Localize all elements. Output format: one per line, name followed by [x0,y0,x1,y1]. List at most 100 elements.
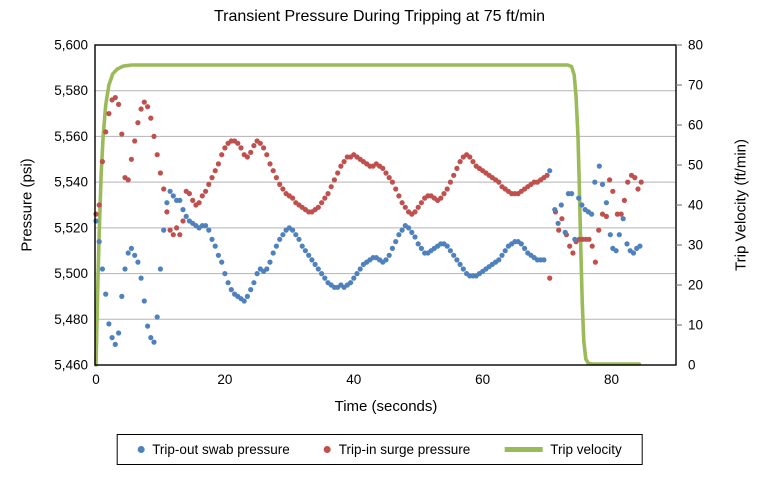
trip-in-surge-pressure-point [596,227,602,233]
trip-in-surge-pressure-point [238,145,244,151]
trip-out-swab-pressure-point [277,236,283,242]
trip-out-swab-pressure-point [319,271,325,277]
trip-in-surge-pressure-point [547,275,553,281]
trip-out-swab-pressure-point [203,223,209,229]
trip-out-swab-pressure-point [128,245,134,251]
trip-out-swab-pressure-point [157,266,163,272]
trip-in-surge-pressure-point [618,211,624,217]
trip-out-swab-pressure-point [148,335,154,341]
trip-out-swab-pressure-point [558,202,564,208]
trip-in-surge-pressure-point [393,186,399,192]
trip-out-swab-pressure-point [183,213,189,219]
y-left-tick-label: 5,580 [54,83,88,98]
trip-out-swab-pressure-point [572,236,578,242]
trip-out-swab-pressure-point [99,266,105,272]
y-right-tick-label: 60 [688,118,703,133]
y-right-tick-label: 10 [688,318,703,333]
trip-in-surge-pressure-point [132,138,138,144]
trip-out-swab-pressure-point [161,227,167,233]
trip-in-surge-pressure-point [186,191,192,197]
trip-out-swab-pressure-point [309,257,315,263]
trip-out-swab-pressure-point [122,266,128,272]
trip-out-swab-pressure-point [180,207,186,213]
trip-in-surge-pressure-point [544,172,550,178]
trip-out-swab-pressure-point [351,275,357,281]
trip-in-surge-pressure-point [145,104,151,110]
trip-out-swab-pressure-point [270,250,276,256]
trip-in-surge-pressure-point [418,200,424,206]
legend-label: Trip-out swab pressure [152,442,290,457]
trip-in-surge-pressure-point [154,152,160,158]
trip-in-surge-pressure-point [614,211,621,217]
legend-item-trip-out-swab: Trip-out swab pressure [137,442,290,457]
trip-in-surge-pressure-point [441,191,447,197]
trip-in-surge-pressure-point [119,131,125,137]
trip-in-surge-pressure-point [341,159,347,165]
trip-out-swab-pressure-point [499,252,505,258]
trip-in-surge-pressure-point [196,200,202,206]
trip-out-swab-pressure-point [299,243,305,249]
trip-out-swab-pressure-point [93,218,99,224]
trip-out-swab-pressure-point [541,257,547,263]
y-left-tick-label: 5,560 [54,129,88,144]
trip-out-swab-pressure-point [290,227,296,233]
trip-in-surge-pressure-point [235,140,241,146]
trip-out-swab-pressure-point [357,266,363,272]
trip-out-swab-pressure-point [267,259,273,265]
green-line-marker-icon [504,447,543,452]
trip-out-swab-pressure-point [109,335,115,341]
trip-out-swab-pressure-point [596,163,602,169]
trip-in-surge-pressure-point [96,202,102,208]
trip-out-swab-pressure-point [244,293,250,299]
y-right-tick-label: 80 [688,38,703,53]
trip-in-surge-pressure-point [125,177,131,183]
y-right-tick-label: 0 [688,358,696,373]
trip-in-surge-pressure-point [610,188,616,194]
trip-out-swab-pressure-point [589,211,595,217]
trip-in-surge-pressure-point [632,175,638,181]
trip-in-surge-pressure-point [251,143,257,149]
trip-out-swab-pressure-point [125,250,131,256]
trip-out-swab-pressure-point [399,227,405,233]
trip-in-surge-pressure-point [438,195,444,201]
trip-in-surge-pressure-point [447,179,453,185]
trip-in-surge-pressure-point [112,95,118,101]
trip-in-surge-pressure-point [315,204,321,210]
y-left-tick-label: 5,500 [54,266,88,281]
trip-in-surge-pressure-point [128,156,134,162]
trip-in-surge-pressure-point [335,170,341,176]
trip-out-swab-pressure-point [607,232,613,238]
legend-item-trip-velocity: Trip velocity [504,442,622,457]
legend-label: Trip-in surge pressure [338,442,471,457]
y-left-tick-label: 5,600 [54,38,88,53]
trip-in-surge-pressure-point [470,159,476,165]
trip-out-swab-pressure-point [576,195,582,201]
trip-in-surge-pressure-point [170,232,176,238]
trip-out-swab-pressure-point [389,245,395,251]
trip-in-surge-pressure-point [203,188,209,194]
trip-in-surge-pressure-point [586,236,592,242]
trip-out-swab-pressure-point [412,234,418,240]
trip-out-swab-pressure-point [552,207,558,213]
trip-in-surge-pressure-point [161,186,167,192]
trip-in-surge-pressure-point [180,218,186,224]
trip-in-surge-pressure-point [167,227,173,233]
trip-out-swab-pressure-point [112,341,118,347]
trip-in-surge-pressure-point [625,179,631,185]
y-left-tick-label: 5,480 [54,312,88,327]
trip-out-swab-pressure-point [312,261,318,267]
trip-out-swab-pressure-point [225,280,231,286]
trip-out-swab-pressure-point [254,271,260,277]
y-right-tick-label: 70 [688,78,703,93]
trip-in-surge-pressure-point [219,152,225,158]
trip-in-surge-pressure-point [380,165,386,171]
x-tick-label: 60 [475,372,490,387]
trip-in-surge-pressure-point [451,172,457,178]
trip-out-swab-pressure-point [406,225,412,231]
trip-in-surge-pressure-point [273,175,279,181]
trip-in-surge-pressure-point [106,111,112,117]
trip-in-surge-pressure-point [412,209,418,215]
trip-out-swab-pressure-point [354,271,360,277]
trip-in-surge-pressure-point [635,186,641,192]
trip-in-surge-pressure-point [277,181,283,187]
